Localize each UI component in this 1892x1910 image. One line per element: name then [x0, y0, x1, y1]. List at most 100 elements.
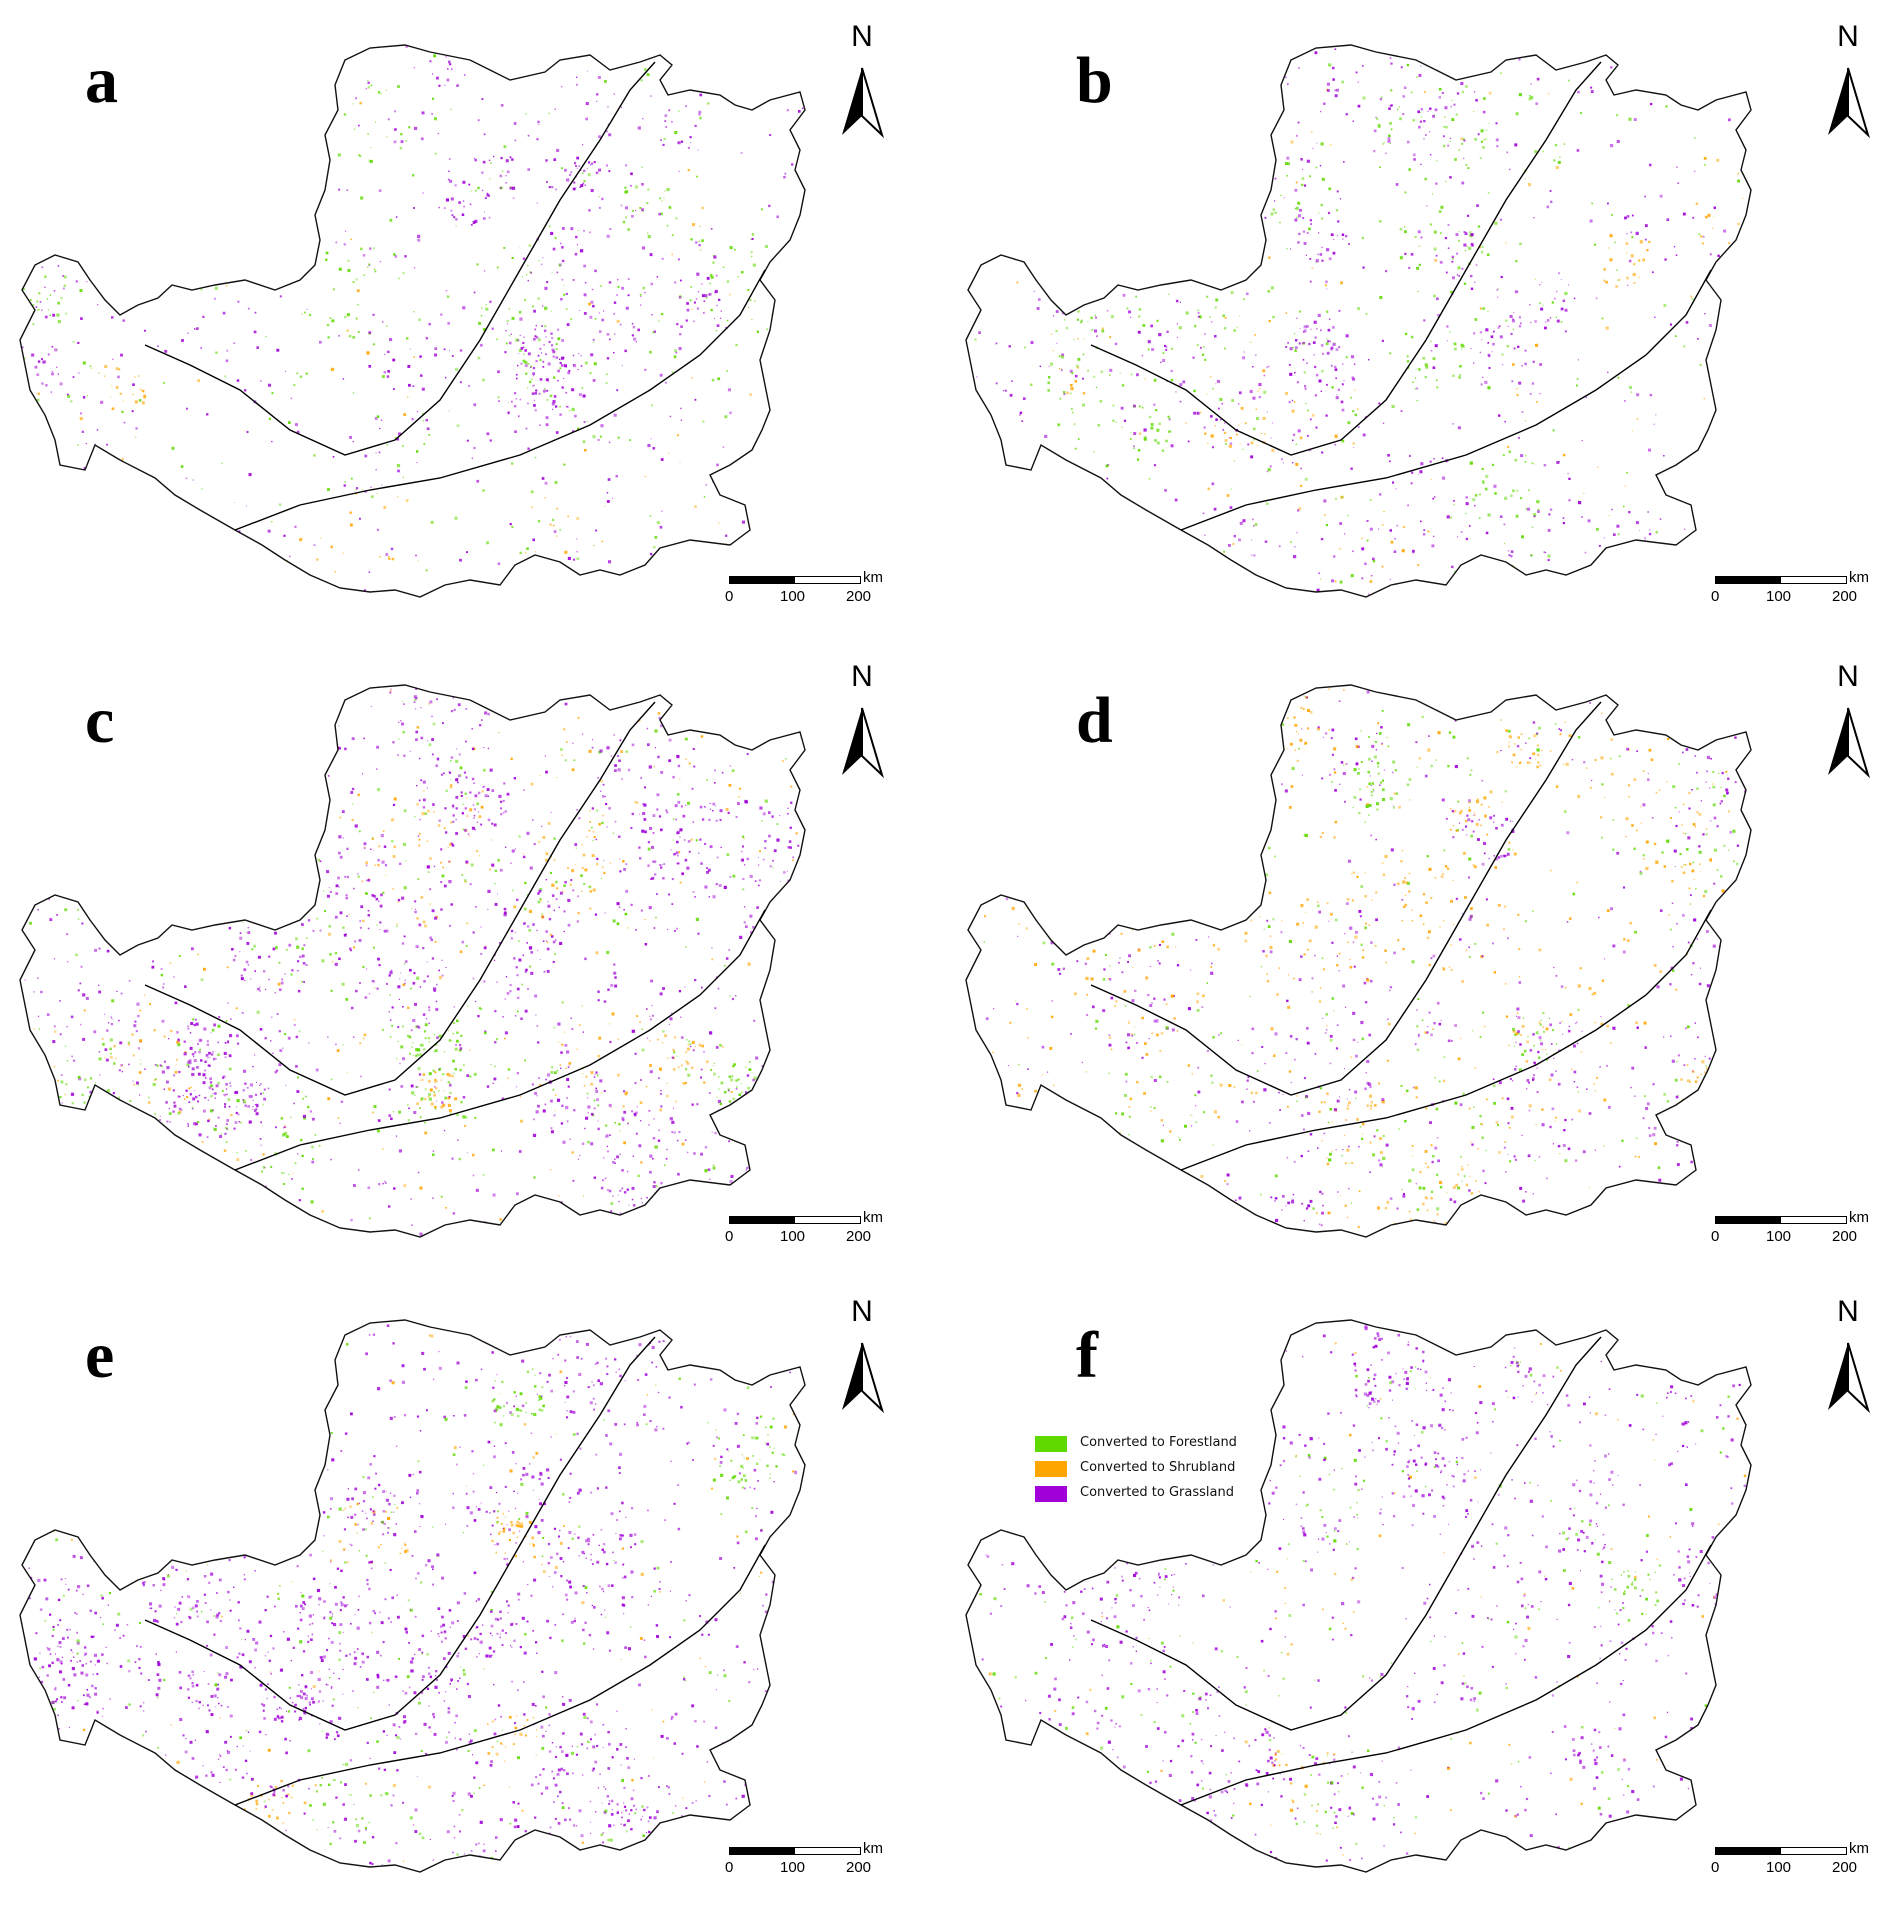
scale-bar: km 0 100 200 — [1706, 572, 1892, 612]
scale-unit: km — [863, 569, 883, 586]
north-arrow: N — [832, 660, 892, 780]
scale-tick-200: 200 — [1832, 588, 1857, 605]
land-conversion-speckle — [984, 688, 1752, 1228]
scale-unit: km — [1849, 569, 1869, 586]
legend-swatch — [1035, 1436, 1067, 1452]
zone-boundary-line-2 — [235, 1545, 765, 1805]
legend-item-grassland: Converted to Grassland — [1035, 1482, 1255, 1506]
region-boundary — [20, 1320, 805, 1872]
scale-tick-100: 100 — [1766, 1859, 1791, 1876]
scale-unit: km — [863, 1840, 883, 1857]
north-arrow: N — [1818, 660, 1878, 780]
map-canvas — [0, 640, 946, 1275]
north-arrow-icon — [832, 20, 892, 140]
map-panel-e: e N km 0 100 200 — [0, 1275, 946, 1910]
land-conversion-speckle — [29, 1324, 798, 1865]
scale-tick-200: 200 — [846, 588, 871, 605]
scale-segment-black — [729, 576, 794, 584]
zone-boundary-line-2 — [1181, 910, 1711, 1170]
scale-tick-200: 200 — [1832, 1859, 1857, 1876]
scale-segment-white — [794, 1847, 861, 1855]
map-canvas — [0, 1275, 946, 1910]
map-panel-d: d N km 0 100 200 — [946, 640, 1892, 1275]
scale-tick-100: 100 — [780, 1228, 805, 1245]
panel-letter: d — [1076, 688, 1113, 754]
legend-label: Converted to Shrubland — [1080, 1460, 1235, 1475]
scale-tick-100: 100 — [1766, 588, 1791, 605]
scale-tick-0: 0 — [1711, 1228, 1719, 1245]
north-arrow-icon — [832, 1295, 892, 1415]
legend-swatch — [1035, 1461, 1067, 1477]
scale-segment-black — [1715, 576, 1780, 584]
panel-letter: c — [85, 688, 114, 754]
scale-tick-100: 100 — [780, 1859, 805, 1876]
panel-letter: f — [1076, 1323, 1098, 1389]
scale-bar: km 0 100 200 — [720, 1843, 920, 1883]
north-arrow-icon — [832, 660, 892, 780]
scale-bar: km 0 100 200 — [720, 572, 920, 612]
zone-boundary-line-1 — [145, 62, 655, 455]
zone-boundary-line-2 — [235, 270, 765, 530]
region-boundary — [966, 685, 1751, 1237]
scale-unit: km — [863, 1209, 883, 1226]
land-conversion-speckle — [979, 1325, 1746, 1861]
scale-segment-white — [1780, 1216, 1847, 1224]
scale-tick-100: 100 — [780, 588, 805, 605]
north-arrow: N — [832, 1295, 892, 1415]
north-arrow-icon — [1818, 660, 1878, 780]
scale-tick-100: 100 — [1766, 1228, 1791, 1245]
land-conversion-speckle — [25, 688, 802, 1236]
scale-tick-0: 0 — [1711, 588, 1719, 605]
north-arrow: N — [1818, 1295, 1878, 1415]
scale-tick-0: 0 — [1711, 1859, 1719, 1876]
zone-boundary-line-2 — [235, 910, 765, 1170]
north-arrow-icon — [1818, 1295, 1878, 1415]
scale-segment-white — [1780, 1847, 1847, 1855]
zone-boundary-line-1 — [1091, 62, 1601, 455]
scale-segment-black — [729, 1216, 794, 1224]
scale-tick-200: 200 — [846, 1859, 871, 1876]
scale-segment-black — [1715, 1847, 1780, 1855]
scale-segment-black — [1715, 1216, 1780, 1224]
panel-letter: b — [1076, 48, 1113, 114]
zone-boundary-line-1 — [145, 702, 655, 1095]
scale-segment-white — [1780, 576, 1847, 584]
scale-unit: km — [1849, 1209, 1869, 1226]
legend: Converted to Forestland Converted to Shr… — [1035, 1432, 1255, 1507]
map-panel-c: c N km 0 100 200 — [0, 640, 946, 1275]
scale-unit: km — [1849, 1840, 1869, 1857]
scale-tick-200: 200 — [846, 1228, 871, 1245]
scale-bar: km 0 100 200 — [1706, 1212, 1892, 1252]
region-boundary — [966, 45, 1751, 597]
legend-swatch — [1035, 1486, 1067, 1502]
panel-letter: a — [85, 48, 118, 114]
scale-bar: km 0 100 200 — [1706, 1843, 1892, 1883]
scale-tick-0: 0 — [725, 1228, 733, 1245]
scale-tick-200: 200 — [1832, 1228, 1857, 1245]
map-canvas — [0, 0, 946, 635]
scale-segment-white — [794, 1216, 861, 1224]
scale-bar: km 0 100 200 — [720, 1212, 920, 1252]
legend-label: Converted to Grassland — [1080, 1485, 1234, 1500]
zone-boundary-line-1 — [1091, 1337, 1601, 1730]
scale-segment-black — [729, 1847, 794, 1855]
north-arrow: N — [832, 20, 892, 140]
north-arrow-icon — [1818, 20, 1878, 140]
land-conversion-speckle — [974, 48, 1748, 595]
region-boundary — [20, 685, 805, 1237]
legend-item-shrubland: Converted to Shrubland — [1035, 1457, 1255, 1481]
legend-label: Converted to Forestland — [1080, 1435, 1237, 1450]
zone-boundary-line-1 — [1091, 702, 1601, 1095]
land-conversion-speckle — [22, 45, 804, 591]
scale-tick-0: 0 — [725, 1859, 733, 1876]
map-panel-f: f N km 0 100 200 — [946, 1275, 1892, 1910]
north-arrow: N — [1818, 20, 1878, 140]
panel-letter: e — [85, 1323, 114, 1389]
region-boundary — [966, 1320, 1751, 1872]
scale-segment-white — [794, 576, 861, 584]
map-panel-a: a N km 0 100 200 — [0, 0, 946, 635]
scale-tick-0: 0 — [725, 588, 733, 605]
map-panel-b: b N km 0 100 200 — [946, 0, 1892, 635]
legend-item-forestland: Converted to Forestland — [1035, 1432, 1255, 1456]
